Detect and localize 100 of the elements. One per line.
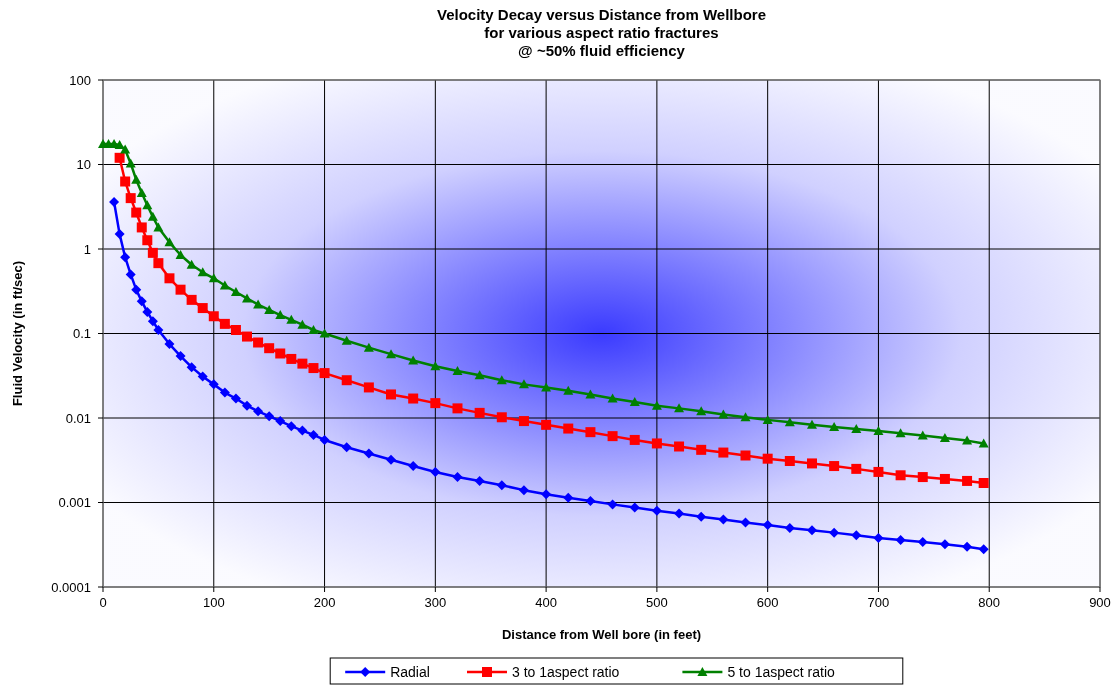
- point: [153, 222, 164, 232]
- point: [125, 193, 136, 204]
- point: [114, 140, 125, 150]
- point: [829, 527, 840, 538]
- point: [264, 304, 275, 314]
- legend-label: 5 to 1aspect ratio: [727, 664, 836, 680]
- point: [607, 431, 618, 442]
- point: [186, 259, 197, 269]
- point: [308, 363, 319, 374]
- point: [718, 514, 729, 525]
- point: [607, 499, 618, 510]
- point: [629, 396, 640, 406]
- point: [197, 267, 208, 277]
- y-axis-title: Fluid Velocity (in ft/sec): [10, 260, 25, 407]
- point: [806, 458, 817, 469]
- point: [851, 463, 862, 474]
- y-tick-label: 100: [69, 72, 91, 88]
- point: [297, 358, 308, 369]
- point: [408, 461, 419, 472]
- point: [253, 337, 264, 348]
- point: [740, 450, 751, 461]
- point: [873, 426, 884, 436]
- point: [275, 348, 286, 359]
- point: [286, 421, 297, 432]
- point: [939, 539, 950, 550]
- x-tick-label: 300: [424, 595, 447, 610]
- point: [474, 370, 485, 380]
- point: [341, 442, 352, 453]
- point: [175, 284, 186, 295]
- point: [430, 361, 441, 371]
- point: [674, 441, 685, 452]
- point: [651, 438, 662, 449]
- point: [651, 505, 662, 516]
- y-tick-label: 0.0001: [51, 579, 91, 595]
- point: [829, 461, 840, 472]
- point: [197, 303, 208, 314]
- point: [142, 306, 153, 317]
- x-tick-label: 100: [202, 595, 225, 610]
- point: [386, 454, 397, 465]
- point: [219, 318, 230, 329]
- point: [851, 424, 862, 434]
- point: [629, 502, 640, 513]
- point: [629, 434, 640, 445]
- point: [164, 237, 175, 247]
- point: [851, 530, 862, 541]
- point: [585, 496, 596, 507]
- point: [131, 284, 142, 295]
- point: [319, 434, 330, 445]
- point: [386, 389, 397, 400]
- point: [806, 419, 817, 429]
- point: [784, 522, 795, 533]
- point: [208, 379, 219, 390]
- point: [740, 412, 751, 422]
- point: [408, 393, 419, 404]
- point: [939, 432, 950, 442]
- point: [718, 447, 729, 458]
- x-tick-label: 800: [978, 595, 1001, 610]
- point: [164, 339, 175, 350]
- point: [496, 375, 507, 385]
- y-tick-label: 10: [76, 157, 91, 172]
- point: [873, 533, 884, 544]
- point: [740, 517, 751, 528]
- y-tick-label: 0.001: [58, 495, 91, 510]
- point: [563, 423, 574, 434]
- point: [125, 269, 136, 280]
- legend-label: Radial: [390, 664, 430, 680]
- point: [142, 200, 153, 210]
- point: [363, 342, 374, 352]
- point: [131, 174, 142, 184]
- point: [319, 328, 330, 338]
- point: [308, 429, 319, 440]
- x-axis-title: Distance from Well bore (in feet): [501, 627, 702, 642]
- point: [264, 411, 275, 422]
- point: [197, 371, 208, 382]
- point: [153, 258, 164, 269]
- point: [917, 537, 928, 548]
- point: [297, 319, 308, 329]
- point: [264, 343, 275, 354]
- point: [319, 368, 330, 379]
- point: [142, 235, 153, 246]
- point: [674, 403, 685, 413]
- point: [939, 473, 950, 484]
- point: [219, 280, 230, 290]
- point: [408, 355, 419, 365]
- point: [147, 316, 158, 327]
- point: [386, 349, 397, 359]
- point: [275, 416, 286, 427]
- point: [917, 430, 928, 440]
- point: [341, 375, 352, 386]
- point: [136, 222, 147, 233]
- point: [607, 393, 618, 403]
- point: [762, 414, 773, 424]
- point: [651, 400, 662, 410]
- point: [175, 351, 186, 362]
- point: [230, 393, 241, 404]
- point: [131, 207, 142, 218]
- point: [136, 296, 147, 307]
- x-tick-label: 700: [867, 595, 890, 610]
- point: [430, 466, 441, 477]
- point: [762, 453, 773, 464]
